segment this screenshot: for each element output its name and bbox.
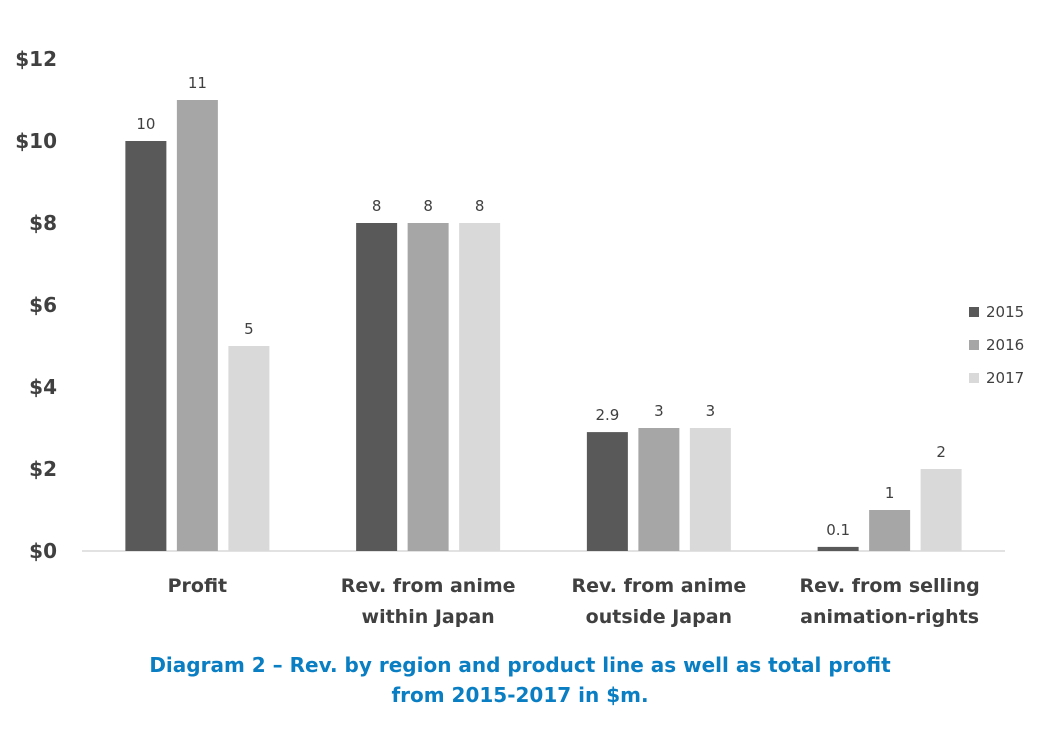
y-tick-label: $8 (29, 211, 57, 235)
y-tick-label: $10 (15, 129, 57, 153)
category-label: outside Japan (586, 606, 732, 628)
y-axis: $0 $2 $4 $6 $8 $10 $12 (15, 47, 57, 563)
category-labels: Profit Rev. from anime within Japan Rev. fr… (168, 575, 980, 628)
category-label: Rev. from selling (800, 575, 980, 597)
y-tick-label: $12 (15, 47, 57, 71)
bar (459, 223, 501, 551)
bar (176, 100, 218, 551)
category-label: within Japan (362, 606, 495, 628)
y-tick-label: $2 (29, 457, 57, 481)
category-label: Profit (168, 575, 228, 597)
y-tick-label: $4 (29, 375, 57, 399)
legend-swatch (969, 373, 979, 383)
bar (920, 469, 962, 551)
data-label: 8 (372, 197, 382, 215)
data-label: 3 (706, 402, 716, 420)
data-label: 8 (423, 197, 433, 215)
y-tick-label: $0 (29, 539, 57, 563)
chart-caption: Diagram 2 – Rev. by region and product l… (0, 650, 1040, 710)
legend-label: 2016 (986, 336, 1024, 354)
category-label: Rev. from anime (341, 575, 516, 597)
legend-swatch (969, 340, 979, 350)
bar (638, 428, 680, 551)
bar (407, 223, 449, 551)
data-label: 0.1 (826, 521, 850, 539)
category-label: Rev. from anime (571, 575, 746, 597)
bar (817, 546, 859, 551)
data-label: 11 (188, 74, 207, 92)
legend-label: 2017 (986, 369, 1024, 387)
bar (125, 141, 167, 551)
data-label: 5 (244, 320, 254, 338)
bar (228, 346, 270, 551)
bar (689, 428, 731, 551)
bar (356, 223, 398, 551)
bar (586, 432, 628, 551)
data-label: 2 (936, 443, 946, 461)
y-tick-label: $6 (29, 293, 57, 317)
bar-chart: $0 $2 $4 $6 $8 $10 $12 10 11 5 8 8 8 2.9 3 3 0.1 1 2 Prof… (15, 47, 1024, 628)
bar (869, 510, 911, 551)
legend-label: 2015 (986, 303, 1024, 321)
data-label: 3 (654, 402, 664, 420)
data-label: 2.9 (595, 406, 619, 424)
category-label: animation-rights (800, 606, 979, 628)
data-label: 10 (136, 115, 155, 133)
data-label: 1 (885, 484, 895, 502)
legend: 2015 2016 2017 (969, 303, 1024, 387)
caption-line-2: from 2015-2017 in $m. (391, 683, 649, 707)
data-labels-group: 10 11 5 8 8 8 2.9 3 3 0.1 1 2 (136, 74, 946, 539)
bars-group (125, 100, 962, 551)
data-label: 8 (475, 197, 485, 215)
caption-line-1: Diagram 2 – Rev. by region and product l… (149, 653, 891, 677)
legend-swatch (969, 307, 979, 317)
